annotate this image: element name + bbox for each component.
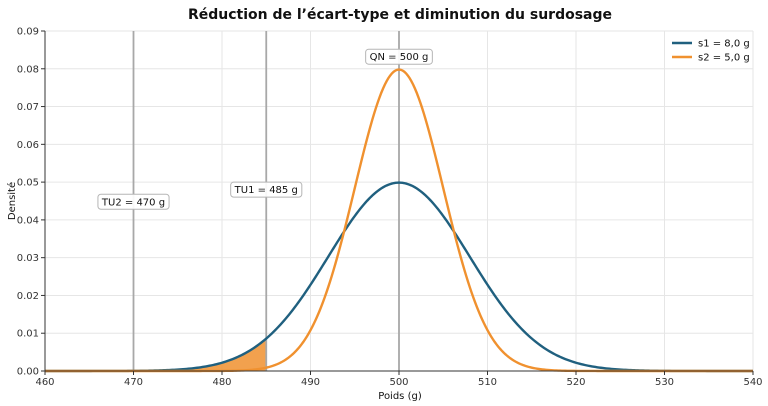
axes — [41, 30, 754, 375]
y-tick-label: 0.08 — [17, 64, 39, 75]
y-tick-label: 0.07 — [17, 102, 39, 113]
x-tick-label: 470 — [124, 377, 143, 388]
x-tick-label: 480 — [212, 377, 231, 388]
x-tick-label: 530 — [655, 377, 674, 388]
shaded-area — [45, 338, 267, 371]
y-tick-label: 0.06 — [17, 140, 39, 151]
x-tick-labels: 460 470 480 490 500 510 520 530 540 — [35, 377, 762, 388]
y-tick-label: 0.04 — [17, 215, 39, 226]
x-tick-label: 510 — [478, 377, 497, 388]
x-tick-label: 490 — [301, 377, 320, 388]
y-tick-label: 0.05 — [17, 178, 39, 189]
y-axis-label: Densité — [6, 182, 18, 220]
annotation-label: TU2 = 470 g — [101, 197, 165, 208]
x-tick-label: 520 — [566, 377, 585, 388]
y-tick-label: 0.09 — [17, 27, 39, 38]
x-tick-label: 540 — [743, 377, 762, 388]
x-tick-label: 500 — [389, 377, 408, 388]
x-tick-label: 460 — [35, 377, 54, 388]
reference-annotation: TU2 = 470 g — [97, 193, 170, 210]
legend-item: s2 = 5,0 g — [672, 53, 750, 64]
annotation-box — [97, 193, 170, 210]
annotation-box — [365, 48, 433, 65]
legend: s1 = 8,0 g s2 = 5,0 g — [672, 39, 750, 64]
annotations: TU2 = 470 g TU1 = 485 g QN = 500 g — [97, 48, 433, 210]
annotation-label: TU1 = 485 g — [234, 185, 298, 196]
shaded-underdose-area — [45, 338, 267, 371]
chart-title: Réduction de l’écart-type et diminution … — [188, 7, 612, 23]
annotation-label: QN = 500 g — [370, 52, 429, 63]
legend-label: s2 = 5,0 g — [698, 53, 750, 64]
legend-label: s1 = 8,0 g — [698, 39, 750, 50]
legend-item: s1 = 8,0 g — [672, 39, 750, 50]
x-axis-label: Poids (g) — [378, 391, 422, 402]
reference-annotation: TU1 = 485 g — [230, 181, 303, 198]
y-tick-label: 0.00 — [17, 367, 39, 378]
reference-annotation: QN = 500 g — [365, 48, 433, 65]
y-tick-label: 0.02 — [17, 291, 39, 302]
annotation-box — [230, 181, 303, 198]
y-tick-labels: 0.00 0.01 0.02 0.03 0.04 0.05 0.06 0.07 0.08 0.09 — [17, 27, 39, 378]
y-tick-label: 0.01 — [17, 329, 39, 340]
y-tick-label: 0.03 — [17, 253, 39, 264]
reference-lines — [132, 31, 400, 371]
